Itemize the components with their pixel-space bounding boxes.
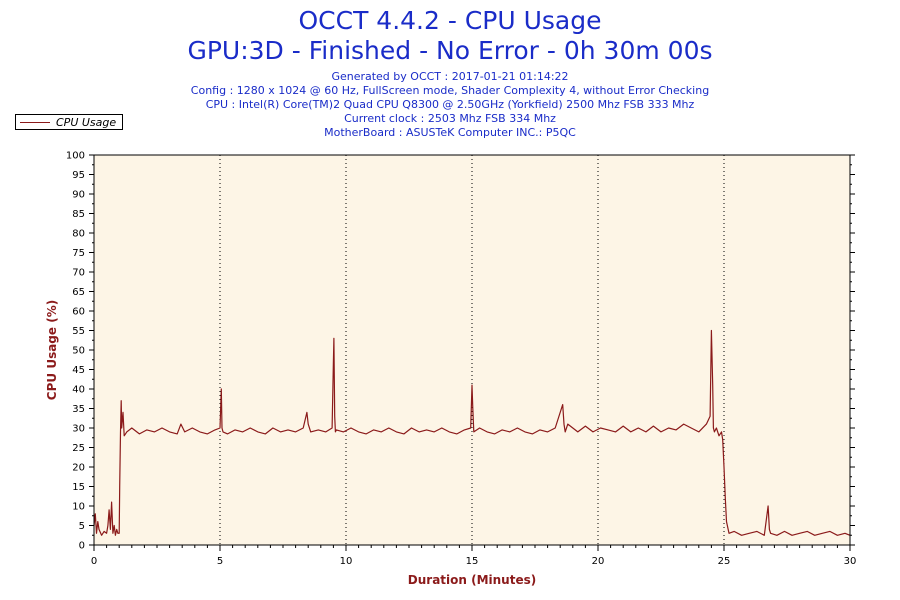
legend-label: CPU Usage	[56, 116, 117, 129]
legend: CPU Usage	[15, 114, 123, 130]
y-tick-label: 30	[72, 424, 85, 435]
y-tick-label: 65	[72, 287, 85, 298]
y-tick-label: 100	[66, 151, 85, 162]
plot-border	[93, 154, 851, 546]
y-tick-label: 55	[72, 326, 85, 337]
y-tick-label: 75	[72, 248, 85, 259]
legend-swatch	[20, 122, 50, 123]
y-tick-label: 25	[72, 443, 85, 454]
x-tick-label: 25	[718, 556, 731, 567]
y-tick-label: 60	[72, 307, 85, 318]
info-motherboard: MotherBoard : ASUSTeK Computer INC.: P5Q…	[324, 126, 576, 139]
y-tick-label: 70	[72, 268, 85, 279]
x-tick-label: 10	[340, 556, 353, 567]
chart-subtitle: GPU:3D - Finished - No Error - 0h 30m 00…	[187, 36, 713, 65]
x-tick-label: 30	[844, 556, 857, 567]
y-tick-label: 0	[79, 541, 85, 552]
y-tick-label: 35	[72, 404, 85, 415]
x-axis-title: Duration (Minutes)	[408, 573, 536, 587]
x-tick-label: 5	[217, 556, 223, 567]
info-generated: Generated by OCCT : 2017-01-21 01:14:22	[331, 70, 569, 83]
info-config: Config : 1280 x 1024 @ 60 Hz, FullScreen…	[190, 84, 710, 97]
series-line-cpu-usage	[93, 329, 851, 536]
info-clock: Current clock : 2503 Mhz FSB 334 Mhz	[344, 112, 556, 125]
plot-background	[94, 155, 850, 545]
y-tick-label: 20	[72, 463, 85, 474]
y-tick-label: 80	[72, 229, 85, 240]
y-axis-title: CPU Usage (%)	[45, 300, 59, 400]
y-tick-label: 50	[72, 346, 85, 357]
x-tick-label: 0	[91, 556, 97, 567]
x-tick-label: 20	[592, 556, 605, 567]
chart-title: OCCT 4.4.2 - CPU Usage	[298, 6, 602, 35]
y-tick-label: 45	[72, 365, 85, 376]
y-tick-label: 90	[72, 190, 85, 201]
y-tick-label: 10	[72, 502, 85, 513]
y-tick-label: 85	[72, 209, 85, 220]
y-tick-label: 15	[72, 482, 85, 493]
y-tick-label: 95	[72, 170, 85, 181]
x-tick-label: 15	[466, 556, 479, 567]
y-tick-label: 5	[79, 521, 85, 532]
y-tick-label: 40	[72, 385, 85, 396]
info-cpu: CPU : Intel(R) Core(TM)2 Quad CPU Q8300 …	[205, 98, 695, 111]
